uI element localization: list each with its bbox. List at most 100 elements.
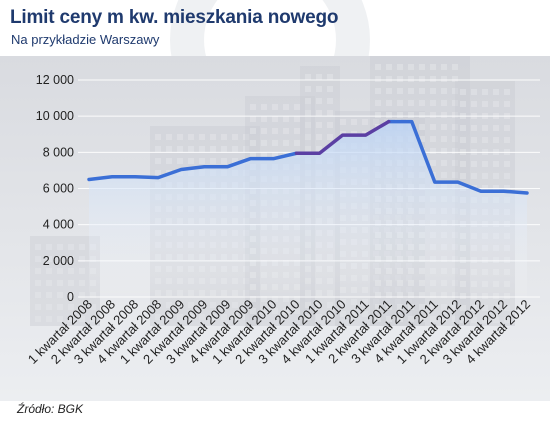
building-window — [504, 137, 510, 143]
building-window — [243, 146, 249, 152]
building-window — [283, 128, 289, 134]
building-window — [504, 161, 510, 167]
building-window — [316, 314, 322, 320]
building-window — [482, 161, 488, 167]
building-window — [305, 122, 311, 128]
building-window — [79, 304, 85, 310]
building-window — [504, 305, 510, 311]
building-window — [397, 64, 403, 70]
building-window — [397, 100, 403, 106]
y-tick-label: 2 000 — [43, 254, 74, 268]
building-window — [68, 256, 74, 262]
building-window — [395, 311, 401, 317]
building-window — [482, 101, 488, 107]
building-window — [261, 104, 267, 110]
building-window — [452, 64, 458, 70]
y-tick-label: 0 — [67, 290, 74, 304]
building-window — [199, 314, 205, 320]
building-window — [232, 302, 238, 308]
building-window — [441, 136, 447, 142]
building-window — [305, 116, 311, 122]
building-window — [250, 152, 256, 158]
building-window — [294, 140, 300, 146]
building-window — [68, 280, 74, 286]
building-window — [327, 86, 333, 92]
building-window — [232, 314, 238, 320]
building-window — [243, 134, 249, 140]
building-window — [375, 64, 381, 70]
building-window — [316, 302, 322, 308]
building-window — [188, 314, 194, 320]
building-window — [441, 88, 447, 94]
building-window — [386, 100, 392, 106]
building-window — [250, 104, 256, 110]
building-window — [57, 292, 63, 298]
building-window — [305, 86, 311, 92]
building-window — [79, 268, 85, 274]
building-window — [408, 88, 414, 94]
building-window — [493, 101, 499, 107]
building-window — [155, 146, 161, 152]
building-window — [316, 86, 322, 92]
building-window — [460, 101, 466, 107]
building-window — [305, 302, 311, 308]
building-window — [250, 296, 256, 302]
building-window — [430, 64, 436, 70]
building-window — [452, 172, 458, 178]
building-window — [177, 302, 183, 308]
building-window — [272, 104, 278, 110]
y-axis-ticks: 0 2 000 4 000 6 000 8 000 10 000 12 000 — [36, 73, 74, 304]
building-window — [340, 299, 346, 305]
building-window — [452, 316, 458, 322]
building-window — [471, 317, 477, 323]
building-window — [375, 88, 381, 94]
building-window — [316, 122, 322, 128]
building-window — [243, 314, 249, 320]
building-window — [493, 161, 499, 167]
series-area — [89, 121, 527, 297]
building-window — [35, 244, 41, 250]
building-window — [305, 314, 311, 320]
building-window — [316, 110, 322, 116]
building-window — [232, 146, 238, 152]
building-window — [316, 146, 322, 152]
building-window — [406, 299, 412, 305]
building-window — [351, 119, 357, 125]
building-window — [210, 314, 216, 320]
building-window — [68, 292, 74, 298]
building-window — [166, 158, 172, 164]
building-window — [419, 88, 425, 94]
building-window — [188, 146, 194, 152]
building-window — [471, 173, 477, 179]
building-window — [504, 89, 510, 95]
building-window — [68, 316, 74, 322]
building-window — [294, 128, 300, 134]
building-window — [221, 146, 227, 152]
building-window — [408, 64, 414, 70]
building-window — [305, 98, 311, 104]
building-body — [30, 236, 100, 326]
building-window — [79, 280, 85, 286]
building-window — [261, 128, 267, 134]
building-window — [375, 304, 381, 310]
building-window — [305, 296, 311, 302]
building-window — [375, 316, 381, 322]
building-window — [68, 304, 74, 310]
building-window — [79, 256, 85, 262]
building-window — [430, 100, 436, 106]
building-window — [272, 128, 278, 134]
building-window — [327, 122, 333, 128]
building-window — [419, 136, 425, 142]
building-window — [250, 128, 256, 134]
building-window — [362, 311, 368, 317]
building-window — [305, 140, 311, 146]
building-window — [452, 160, 458, 166]
building-window — [243, 302, 249, 308]
building-window — [221, 302, 227, 308]
building-window — [460, 305, 466, 311]
building-window — [221, 158, 227, 164]
building-window — [493, 89, 499, 95]
building-window — [419, 100, 425, 106]
building-window — [199, 146, 205, 152]
building-window — [504, 317, 510, 323]
